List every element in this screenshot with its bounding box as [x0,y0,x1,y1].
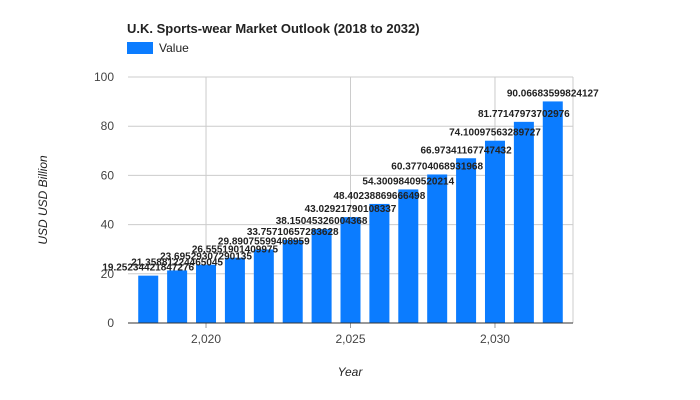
bar [253,249,274,323]
legend: Value [127,41,189,55]
x-tick-label: 2,020 [191,332,221,346]
legend-label: Value [159,41,189,55]
bars [138,101,563,324]
chart-title: U.K. Sports-wear Market Outlook (2018 to… [127,21,420,36]
bar [542,101,563,324]
y-tick-label: 60 [101,168,115,182]
data-label: 29.89075599408959 [218,236,310,247]
data-label: 74.10097563289727 [449,128,541,139]
bar [456,158,477,323]
x-axis-ticks: 2,020 2,025 2,030 [191,323,510,346]
x-tick-label: 2,025 [335,332,365,346]
data-label: 33.75710657283628 [247,227,339,238]
data-label: 66.97341167747432 [420,145,512,156]
data-label: 60.37704068931968 [391,161,483,172]
bar [484,140,505,323]
data-label: 26.5551901409975 [192,245,279,256]
bar [369,203,390,323]
data-label: 48.40238869666498 [334,191,426,202]
data-label: 21.35881224465045 [131,257,223,268]
x-axis-title: Year [338,365,364,379]
data-label: 81.77147973702976 [478,109,570,120]
legend-swatch [127,42,153,54]
x-tick-label: 2,030 [480,332,510,346]
y-tick-label: 20 [101,267,115,281]
bar [398,189,419,323]
data-label: 38.15045326004368 [276,216,368,227]
bar [138,275,159,323]
bar [224,257,245,323]
y-axis-ticks: 0 20 40 60 80 100 [94,70,114,330]
y-tick-label: 80 [101,119,115,133]
bar [167,270,188,323]
y-axis-title: USD USD Billion [36,155,50,245]
data-label: 54.30098409520214 [362,176,454,187]
bar [427,174,448,323]
data-labels: 19.2523442184727621.3588122446504523.695… [102,88,599,273]
y-tick-label: 40 [101,218,115,232]
bar [340,217,361,323]
bar [282,239,303,323]
y-tick-label: 100 [94,70,114,84]
data-label: 23.69529307290135 [160,252,252,263]
bar [513,121,534,324]
data-label: 90.06683599824127 [507,88,599,99]
data-label: 19.25234421847276 [102,263,194,274]
data-label: 43.02921790108337 [305,204,397,215]
y-tick-label: 0 [107,316,114,330]
bar [196,264,217,323]
bar [311,229,332,323]
